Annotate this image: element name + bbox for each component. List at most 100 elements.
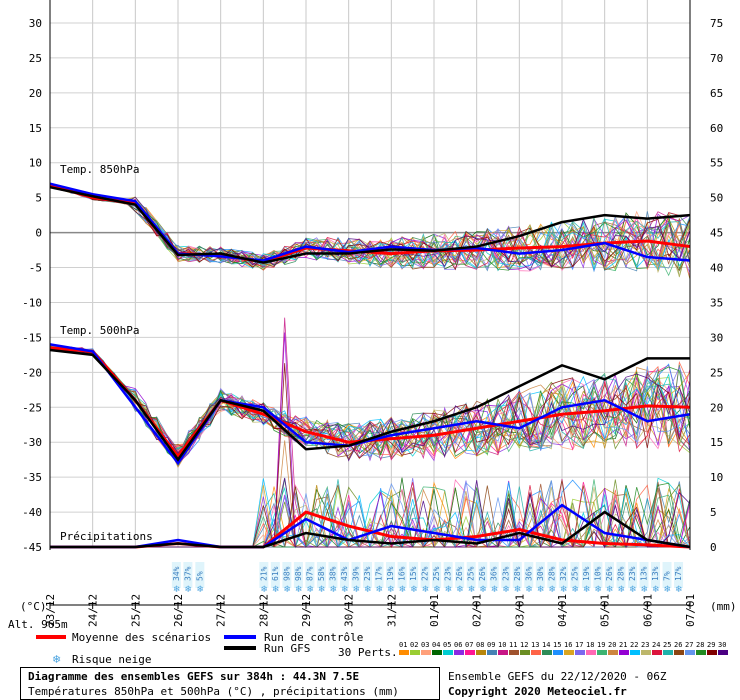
pert-id: 14 — [542, 641, 550, 649]
perturbation-line — [49, 348, 691, 462]
snow-risk-value: 16% — [398, 566, 407, 581]
left-tick-label: -25 — [22, 401, 42, 414]
snowflake-icon: ❄ — [184, 585, 192, 595]
snowflake-icon: ❄ — [468, 585, 476, 595]
left-tick-label: 0 — [35, 227, 42, 240]
snow-risk-value: 23% — [444, 566, 453, 581]
snow-risk-bg — [593, 562, 603, 588]
left-axis-unit: (°C) — [20, 600, 47, 613]
snowflake-icon: ❄ — [629, 585, 637, 595]
snow-risk-bg — [351, 562, 361, 588]
left-tick-label: 10 — [29, 157, 42, 170]
pert-swatch — [410, 650, 420, 655]
right-tick-label: 60 — [710, 122, 723, 135]
pert-id: 10 — [498, 641, 506, 649]
snowflake-icon: ❄ — [664, 585, 672, 595]
snowflake-icon: ❄ — [272, 585, 280, 595]
snow-risk-value: 34% — [172, 566, 181, 581]
x-tick-label: 23/12 — [44, 594, 57, 627]
snow-risk-bg — [455, 562, 465, 588]
x-tick-label: 04/01 — [556, 594, 569, 627]
left-tick-label: -35 — [22, 471, 42, 484]
pert-swatch — [718, 650, 728, 655]
snow-risk-bg — [639, 562, 649, 588]
pert-id: 19 — [597, 641, 605, 649]
snow-risk-value: 28% — [616, 566, 625, 581]
pert-swatch — [443, 650, 453, 655]
series-line-precip — [50, 503, 691, 549]
perturbation-line — [49, 346, 691, 468]
snow-risk-value: 87% — [305, 566, 314, 581]
pert-swatch — [531, 650, 541, 655]
right-tick-label: 0 — [710, 541, 717, 554]
pert-id: 11 — [509, 641, 517, 649]
series-line-t850 — [49, 185, 691, 264]
pert-swatch — [619, 650, 629, 655]
snowflake-icon: ❄ — [318, 585, 326, 595]
snowflake-icon: ❄ — [456, 585, 464, 595]
pert-id: 26 — [674, 641, 682, 649]
plot-background — [50, 0, 690, 547]
snow-risk-bg — [674, 562, 684, 588]
snowflake-icon: ❄ — [479, 585, 487, 595]
pert-swatch — [454, 650, 464, 655]
snow-risk-value: 13% — [651, 566, 660, 581]
left-tick-label: -30 — [22, 436, 42, 449]
snow-risk-value: 38% — [328, 566, 337, 581]
snow-risk-value: 26% — [478, 566, 487, 581]
snow-risk-bg — [581, 562, 591, 588]
legend-label-gfs: Run GFS — [264, 642, 310, 655]
snowflake-icon: ❄ — [422, 585, 430, 595]
footer-title-box — [20, 667, 440, 700]
perturbation-line — [49, 345, 691, 462]
snowflake-icon: ❄ — [364, 585, 372, 595]
footer-title: Diagramme des ensembles GEFS sur 384h : … — [28, 670, 360, 683]
right-tick-label: 35 — [710, 296, 723, 309]
pert-swatch — [487, 650, 497, 655]
legend-label-control: Run de contrôle — [264, 631, 363, 644]
pert-swatch — [663, 650, 673, 655]
x-tick-label: 29/12 — [300, 594, 313, 627]
left-tick-label: -40 — [22, 506, 42, 519]
snowflake-icon: ❄ — [52, 653, 61, 666]
snow-risk-value: 61% — [271, 566, 280, 581]
snow-risk-bg — [171, 562, 181, 588]
x-tick-label: 07/01 — [684, 594, 697, 627]
pert-swatch — [553, 650, 563, 655]
snow-risk-value: 26% — [605, 566, 614, 581]
snow-risk-value: 17% — [674, 566, 683, 581]
main-series-lines — [49, 182, 691, 549]
left-tick-label: -15 — [22, 331, 42, 344]
pert-swatch — [542, 650, 552, 655]
snowflake-icon: ❄ — [537, 585, 545, 595]
label-precip: Précipitations — [60, 530, 153, 543]
snow-risk-bg — [195, 562, 205, 588]
snow-risk-value: 23% — [628, 566, 637, 581]
left-tick-label: -20 — [22, 366, 42, 379]
right-tick-label: 75 — [710, 17, 723, 30]
pert-swatch — [685, 650, 695, 655]
x-tick-label: 05/01 — [599, 594, 612, 627]
snowflake-icon: ❄ — [376, 585, 384, 595]
pert-id: 17 — [575, 641, 583, 649]
pert-id: 30 — [718, 641, 726, 649]
snow-risk-bg — [651, 562, 661, 588]
pert-swatch — [498, 650, 508, 655]
snowflake-icon: ❄ — [594, 585, 602, 595]
snow-risk-bg — [270, 562, 280, 588]
snow-risk-value: 28% — [513, 566, 522, 581]
snow-risk-bg — [316, 562, 326, 588]
snow-risk-row: 34%❄37%❄5%❄21%❄61%❄98%❄98%❄87%❄58%❄38%❄4… — [171, 562, 684, 595]
left-tick-label: 30 — [29, 17, 42, 30]
series-line-t500 — [49, 348, 690, 462]
snow-risk-bg — [282, 562, 292, 588]
snow-risk-bg — [363, 562, 373, 588]
right-tick-label: 50 — [710, 192, 723, 205]
snow-risk-value: 7% — [663, 571, 672, 581]
perturbation-line — [49, 345, 691, 460]
x-tick-label: 27/12 — [215, 594, 228, 627]
left-tick-label: 20 — [29, 87, 42, 100]
pert-swatch — [586, 650, 596, 655]
pert-id: 09 — [487, 641, 495, 649]
pert-id: 18 — [586, 641, 594, 649]
